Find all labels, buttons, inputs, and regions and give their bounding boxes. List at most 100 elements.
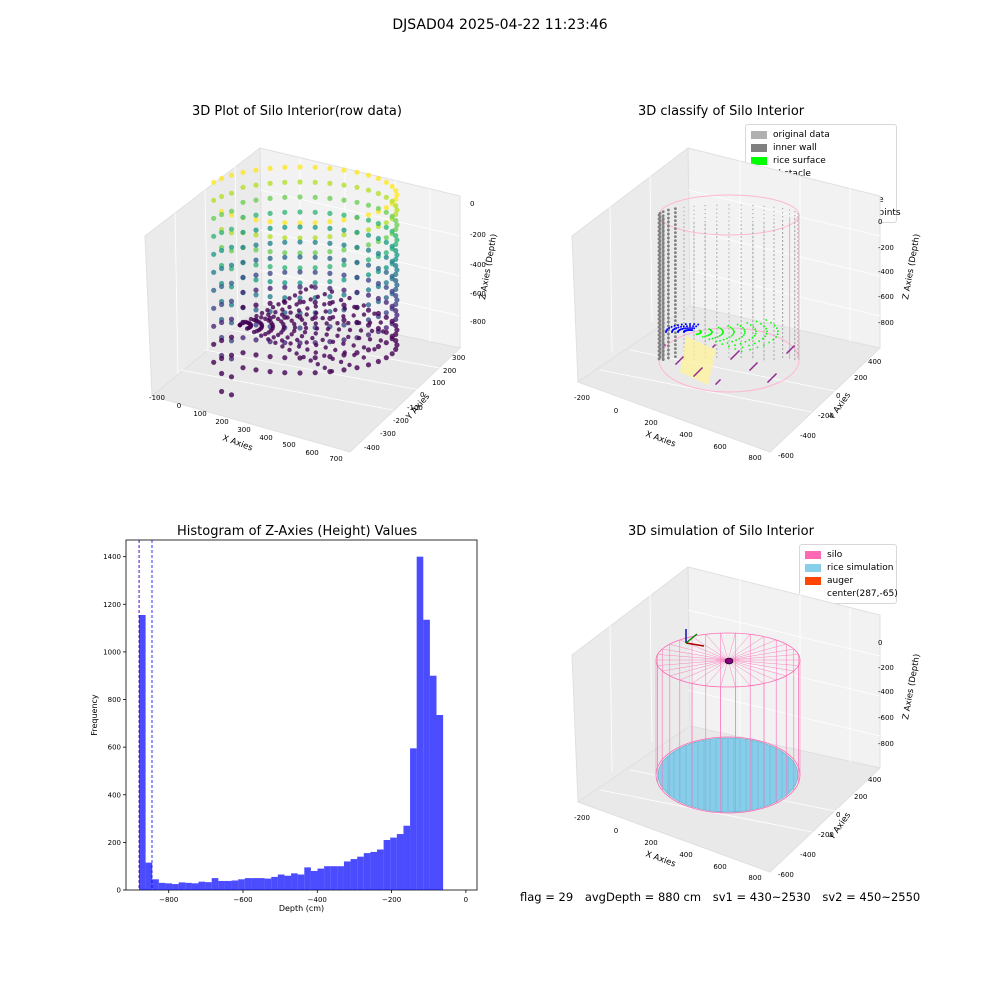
inner-wall-point (740, 256, 742, 258)
simulation-plot-title: 3D simulation of Silo Interior (628, 524, 814, 539)
inner-wall-point (794, 253, 796, 255)
inner-wall-point (752, 241, 754, 243)
inner-wall-point (667, 296, 670, 300)
inner-wall-point (704, 237, 706, 239)
raw-point (327, 279, 333, 285)
rice-surface-point (765, 332, 768, 335)
raw-point (282, 269, 288, 275)
interpolated-point (718, 380, 720, 382)
silo-roof-wire (657, 659, 729, 666)
raw-point (383, 325, 389, 331)
inner-wall-point (674, 291, 677, 294)
legend-label: silo (827, 549, 843, 560)
x-tick-label: 700 (329, 455, 342, 463)
inner-wall-point (789, 319, 791, 321)
silo-roof-wire (727, 634, 751, 661)
inner-wall-point (661, 286, 665, 289)
inner-wall-point (683, 258, 685, 260)
raw-point (346, 320, 351, 326)
inner-wall-point (789, 291, 791, 293)
raw-point (253, 292, 259, 298)
raw-point (341, 314, 346, 319)
interpolated-point (768, 380, 770, 382)
z-tick-label: 0 (470, 200, 474, 208)
inner-wall-point (693, 239, 695, 241)
inner-wall-point (797, 236, 799, 238)
inner-wall-point (789, 237, 791, 239)
interpolated-point (788, 350, 790, 352)
inner-wall-point (798, 278, 800, 280)
raw-point (365, 187, 372, 193)
inner-wall-point (693, 311, 695, 313)
rice-surface-point (742, 327, 744, 329)
inner-wall-point (728, 328, 730, 330)
raw-point (341, 277, 347, 283)
inner-wall-point (782, 324, 784, 326)
inner-wall-point (798, 318, 800, 320)
interpolated-point (717, 381, 719, 383)
inner-wall-point (693, 321, 695, 323)
raw-point (282, 265, 288, 271)
raw-point (253, 262, 259, 268)
inner-wall-point (667, 300, 670, 304)
inner-wall-point (704, 305, 706, 307)
inner-wall-point (693, 331, 695, 333)
inner-wall-point (661, 354, 665, 357)
inner-wall-point (798, 266, 800, 268)
inner-wall-point (704, 229, 706, 231)
raw-point (219, 265, 225, 272)
raw-point (389, 183, 395, 189)
inner-wall-point (752, 321, 754, 323)
raw-point (394, 192, 400, 198)
raw-point (285, 335, 290, 340)
inner-wall-point (674, 223, 677, 227)
inner-wall-point (704, 303, 706, 305)
raw-point (322, 353, 327, 358)
inner-wall-point (683, 274, 685, 276)
raw-point (253, 272, 259, 278)
raw-point (341, 367, 347, 373)
silo-roof-wire (727, 636, 765, 661)
raw-point (365, 247, 372, 253)
inner-wall-point (716, 316, 718, 318)
inner-wall-point (728, 204, 730, 206)
rice-surface-point (707, 334, 710, 337)
inner-wall-point (683, 246, 685, 248)
inner-wall-point (794, 271, 796, 273)
raw-point (228, 316, 235, 322)
inner-wall-point (752, 331, 754, 333)
raw-point (383, 280, 389, 286)
inner-wall-point (658, 311, 662, 315)
inner-wall-point (740, 348, 742, 350)
raw-point (341, 262, 347, 268)
sv2-text: sv2 = 450~2550 (822, 890, 921, 904)
inner-wall-point (789, 281, 791, 283)
inner-wall-point (728, 316, 730, 318)
inner-wall-point (704, 271, 706, 273)
inner-wall-point (789, 305, 791, 307)
inner-wall-point (763, 265, 765, 267)
inner-wall-point (794, 331, 796, 333)
x-tick-label: −600 (233, 896, 252, 904)
inner-wall-point (773, 346, 775, 348)
raw-point (383, 224, 389, 230)
inner-wall-point (763, 281, 765, 283)
inner-wall-point (704, 269, 706, 271)
y-tick-label: -100 (407, 404, 423, 412)
interpolated-point (772, 376, 774, 378)
inner-wall-point (661, 266, 665, 269)
interpolated-point (678, 360, 680, 362)
status-line: flag = 29 avgDepth = 880 cm sv1 = 430~25… (520, 890, 928, 904)
inner-wall-point (740, 300, 742, 302)
inner-wall-point (773, 258, 775, 260)
inner-wall-point (797, 328, 799, 330)
inner-wall-point (728, 308, 730, 310)
inner-wall-point (658, 291, 662, 295)
raw-point (267, 234, 273, 240)
simulation-geometry (655, 629, 801, 814)
inner-wall-point (693, 233, 695, 235)
inner-wall-point (794, 333, 796, 335)
silo-roof-wire (727, 659, 799, 666)
raw-point (219, 175, 225, 182)
inner-wall-point (661, 262, 665, 265)
